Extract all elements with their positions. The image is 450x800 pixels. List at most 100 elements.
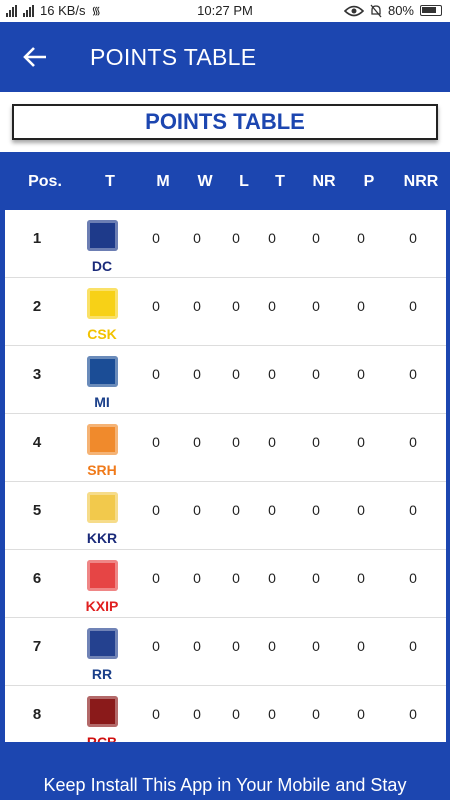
table-row[interactable]: 6 KXIP 0 0 0 0 0 0 0 xyxy=(5,550,446,618)
cell-l: 0 xyxy=(232,570,240,586)
cell-nrr: 0 xyxy=(409,706,417,722)
col-won: W xyxy=(197,173,213,190)
cell-p: 0 xyxy=(357,706,365,722)
cell-nr: 0 xyxy=(312,706,320,722)
row-position: 2 xyxy=(32,298,42,315)
cell-w: 0 xyxy=(193,434,201,450)
cell-nrr: 0 xyxy=(409,502,417,518)
team-logo-icon xyxy=(87,628,118,659)
team-logo-icon xyxy=(87,220,118,251)
cell-t: 0 xyxy=(268,638,276,654)
status-left: 16 KB/s ᯾ xyxy=(6,3,101,18)
cell-t: 0 xyxy=(268,570,276,586)
cell-nrr: 0 xyxy=(409,298,417,314)
cell-t: 0 xyxy=(268,434,276,450)
app-bar: POINTS TABLE xyxy=(0,22,450,92)
cell-nr: 0 xyxy=(312,638,320,654)
cell-l: 0 xyxy=(232,366,240,382)
table-row[interactable]: 8 RCB 0 0 0 0 0 0 0 xyxy=(5,686,446,742)
cell-w: 0 xyxy=(193,570,201,586)
cell-p: 0 xyxy=(357,570,365,586)
team-logo-icon xyxy=(87,424,118,455)
cell-nr: 0 xyxy=(312,502,320,518)
cell-m: 0 xyxy=(152,638,160,654)
col-points: P xyxy=(363,173,375,190)
cell-nr: 0 xyxy=(312,298,320,314)
cell-p: 0 xyxy=(357,230,365,246)
battery-icon xyxy=(420,5,442,16)
status-right: 80% xyxy=(343,3,442,18)
team-name: RR xyxy=(91,666,113,682)
cell-l: 0 xyxy=(232,502,240,518)
cell-w: 0 xyxy=(193,230,201,246)
cell-m: 0 xyxy=(152,230,160,246)
cell-nr: 0 xyxy=(312,230,320,246)
battery-percent: 80% xyxy=(387,3,414,18)
cell-p: 0 xyxy=(357,434,365,450)
points-table: Pos. T M W L T NR P NRR 1 DC 0 0 0 0 0 0 0 2 CSK 0 0… xyxy=(0,152,450,757)
signal-icon-2 xyxy=(23,4,34,17)
cell-t: 0 xyxy=(268,366,276,382)
col-matches: M xyxy=(156,173,170,190)
row-position: 3 xyxy=(32,366,42,383)
table-row[interactable]: 7 RR 0 0 0 0 0 0 0 xyxy=(5,618,446,686)
row-position: 1 xyxy=(32,230,42,247)
team-name: DC xyxy=(91,258,113,274)
status-time: 10:27 PM xyxy=(197,3,253,18)
cell-nr: 0 xyxy=(312,434,320,450)
col-tied: T xyxy=(275,173,285,190)
table-row[interactable]: 1 DC 0 0 0 0 0 0 0 xyxy=(5,210,446,278)
row-position: 5 xyxy=(32,502,42,519)
cell-m: 0 xyxy=(152,434,160,450)
cell-m: 0 xyxy=(152,706,160,722)
points-table-heading-box: POINTS TABLE xyxy=(12,104,438,140)
cell-w: 0 xyxy=(193,502,201,518)
cell-nrr: 0 xyxy=(409,434,417,450)
row-position: 7 xyxy=(32,638,42,655)
table-body: 1 DC 0 0 0 0 0 0 0 2 CSK 0 0 0 0 0 0 0 3 MI 0 0 0 0 0 0 0 4 SRH 0 0 0 0 0… xyxy=(5,210,446,742)
team-name: KKR xyxy=(86,530,118,546)
cell-t: 0 xyxy=(268,706,276,722)
cell-l: 0 xyxy=(232,638,240,654)
cell-p: 0 xyxy=(357,298,365,314)
row-position: 6 xyxy=(32,570,42,587)
table-row[interactable]: 2 CSK 0 0 0 0 0 0 0 xyxy=(5,278,446,346)
row-position: 4 xyxy=(32,434,42,451)
table-row[interactable]: 5 KKR 0 0 0 0 0 0 0 xyxy=(5,482,446,550)
cell-p: 0 xyxy=(357,366,365,382)
footer-text: Keep Install This App in Your Mobile and… xyxy=(43,775,407,795)
eye-icon xyxy=(343,5,364,16)
cell-l: 0 xyxy=(232,298,240,314)
table-row[interactable]: 4 SRH 0 0 0 0 0 0 0 xyxy=(5,414,446,482)
status-bar: 16 KB/s ᯾ 10:27 PM 80% xyxy=(0,0,450,22)
cell-nr: 0 xyxy=(312,366,320,382)
table-row[interactable]: 3 MI 0 0 0 0 0 0 0 xyxy=(5,346,446,414)
cell-t: 0 xyxy=(268,502,276,518)
signal-icon xyxy=(6,4,17,17)
team-name: MI xyxy=(94,394,110,410)
cell-l: 0 xyxy=(232,434,240,450)
col-nrr: NRR xyxy=(403,173,439,190)
mute-bell-icon xyxy=(370,4,382,17)
col-lost: L xyxy=(239,173,249,190)
team-name: SRH xyxy=(87,462,117,478)
cell-nr: 0 xyxy=(312,570,320,586)
team-logo-icon xyxy=(87,492,118,523)
cell-p: 0 xyxy=(357,638,365,654)
cell-m: 0 xyxy=(152,502,160,518)
network-speed: 16 KB/s xyxy=(40,3,86,18)
cell-nrr: 0 xyxy=(409,638,417,654)
cell-w: 0 xyxy=(193,638,201,654)
points-table-heading: POINTS TABLE xyxy=(145,109,305,134)
cell-w: 0 xyxy=(193,706,201,722)
cell-m: 0 xyxy=(152,570,160,586)
cell-t: 0 xyxy=(268,298,276,314)
arrow-left-icon[interactable] xyxy=(20,42,50,72)
cell-nrr: 0 xyxy=(409,230,417,246)
footer-banner: Keep Install This App in Your Mobile and… xyxy=(0,757,450,800)
team-logo-icon xyxy=(87,560,118,591)
team-name: KXIP xyxy=(85,598,119,614)
cell-m: 0 xyxy=(152,366,160,382)
cell-l: 0 xyxy=(232,230,240,246)
col-team: T xyxy=(105,173,115,190)
